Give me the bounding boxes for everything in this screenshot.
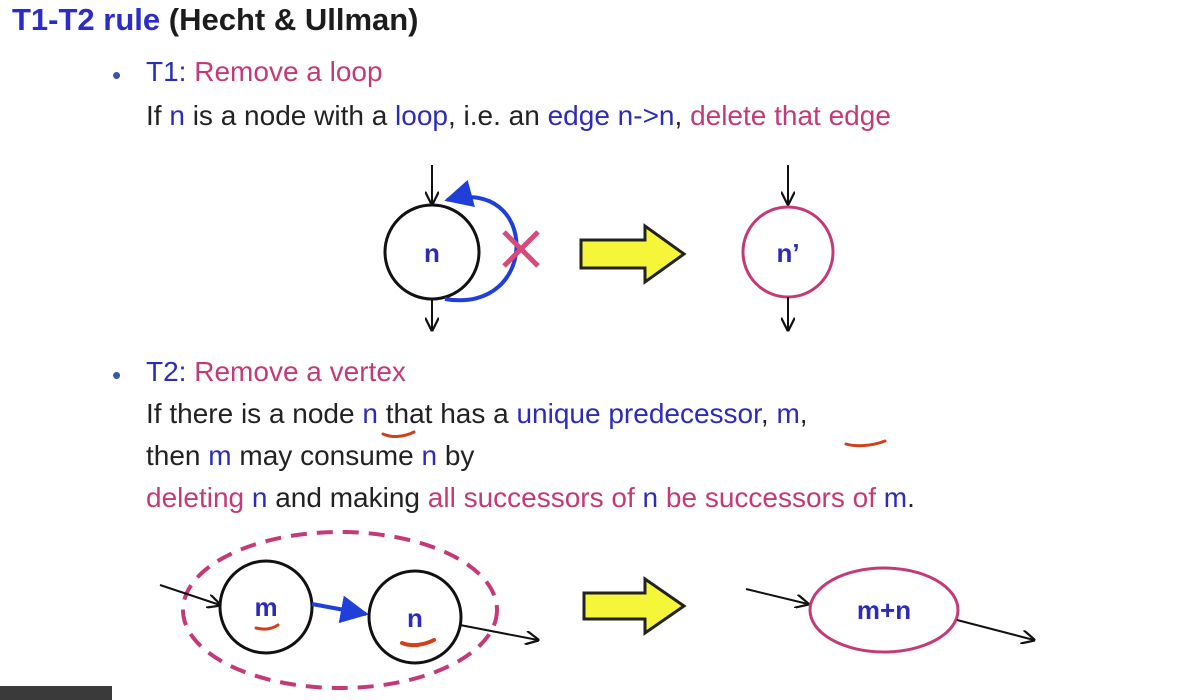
t2-line3-deleting: deleting bbox=[146, 482, 245, 513]
t2-after-out-arrow bbox=[956, 619, 1034, 640]
t2-before-diagram: m n bbox=[159, 530, 538, 690]
t2-line-2: then m may consume n by bbox=[146, 440, 474, 472]
t1-heading: T1: Remove a loop bbox=[146, 56, 383, 88]
t1-desc-edge: edge n->n bbox=[547, 100, 675, 131]
cross-icon bbox=[502, 230, 540, 268]
t2-line3-part: and making bbox=[267, 482, 428, 513]
t2-line-1: If there is a node n that has a unique p… bbox=[146, 398, 808, 430]
t2-node-m bbox=[218, 559, 314, 655]
bullet-dot-t1: • bbox=[112, 60, 122, 90]
t2-node-n-label: n bbox=[407, 603, 423, 633]
title-suffix: (Hecht & Ullman) bbox=[160, 2, 419, 37]
t2-line3-be: be successors of bbox=[658, 482, 884, 513]
t2-line3-n2: n bbox=[642, 482, 659, 513]
t2-heading: T2: Remove a vertex bbox=[146, 356, 406, 388]
t2-in-arrow bbox=[159, 584, 220, 605]
t2-line1-n: n bbox=[362, 398, 378, 429]
t2-node-m-label: m bbox=[254, 592, 277, 622]
underline-n-annotation bbox=[381, 430, 416, 438]
t2-transform-arrow-icon bbox=[582, 576, 687, 636]
t1-desc-part: is a node with a bbox=[184, 100, 396, 131]
t2-out-arrow bbox=[459, 624, 538, 640]
t1-desc-loop: loop bbox=[395, 100, 448, 131]
t2-line2-part: then bbox=[146, 440, 209, 471]
t1-heading-prefix: T1: bbox=[146, 56, 187, 87]
t1-node-n-prime-label: n’ bbox=[776, 238, 799, 268]
t2-line3-m: m bbox=[883, 482, 908, 513]
t1-transform-arrow-icon bbox=[579, 223, 687, 285]
t2-node-merged-label: m+n bbox=[857, 595, 911, 625]
t2-line3-part: . bbox=[907, 482, 915, 513]
t2-line-3: deleting n and making all successors of … bbox=[146, 482, 915, 514]
t2-line1-unique: unique predecessor bbox=[516, 398, 761, 429]
t2-edge-m-to-n bbox=[311, 595, 369, 624]
t2-line2-part: by bbox=[437, 440, 475, 471]
slide-title: T1-T2 rule (Hecht & Ullman) bbox=[12, 2, 419, 38]
t2-line1-part: , bbox=[760, 398, 777, 429]
t2-heading-prefix: T2: bbox=[146, 356, 187, 387]
underline-m-annotation bbox=[844, 439, 887, 448]
t2-node-n bbox=[367, 569, 463, 665]
t2-line3-n: n bbox=[251, 482, 268, 513]
t2-grouping-ellipse bbox=[181, 530, 499, 690]
t2-line1-part: , bbox=[799, 398, 808, 429]
t2-line2-part: may consume bbox=[231, 440, 422, 471]
t1-description: If n is a node with a loop, i.e. an edge… bbox=[146, 100, 891, 132]
t1-node-n-label: n bbox=[424, 238, 440, 268]
bullet-dot-t2: • bbox=[112, 360, 122, 390]
t1-desc-part: , i.e. an bbox=[447, 100, 548, 131]
t1-desc-delete: delete that edge bbox=[690, 100, 891, 131]
video-control-bar[interactable] bbox=[0, 686, 112, 700]
underline-node-m-annotation bbox=[254, 623, 280, 631]
t2-node-merged bbox=[808, 566, 960, 654]
t1-before-diagram: n bbox=[383, 165, 540, 330]
t2-line1-part: that has a bbox=[377, 398, 517, 429]
t2-line2-n: n bbox=[421, 440, 438, 471]
t1-heading-text: Remove a loop bbox=[186, 56, 383, 87]
t1-desc-part: If bbox=[146, 100, 170, 131]
t2-line3-all: all successors of bbox=[427, 482, 643, 513]
t1-after-diagram: n’ bbox=[741, 165, 835, 330]
underline-node-n-annotation bbox=[400, 638, 436, 648]
t2-line1-m: m bbox=[776, 398, 800, 429]
t2-line1-part: If there is a node bbox=[146, 398, 363, 429]
t1-desc-part: , bbox=[674, 100, 691, 131]
t2-after-in-arrow bbox=[745, 588, 808, 604]
t2-after-diagram: m+n bbox=[745, 566, 1034, 654]
t2-line2-m: m bbox=[208, 440, 232, 471]
title-prefix: T1-T2 rule bbox=[12, 2, 161, 37]
t2-heading-text: Remove a vertex bbox=[186, 356, 406, 387]
t1-desc-n: n bbox=[169, 100, 185, 131]
